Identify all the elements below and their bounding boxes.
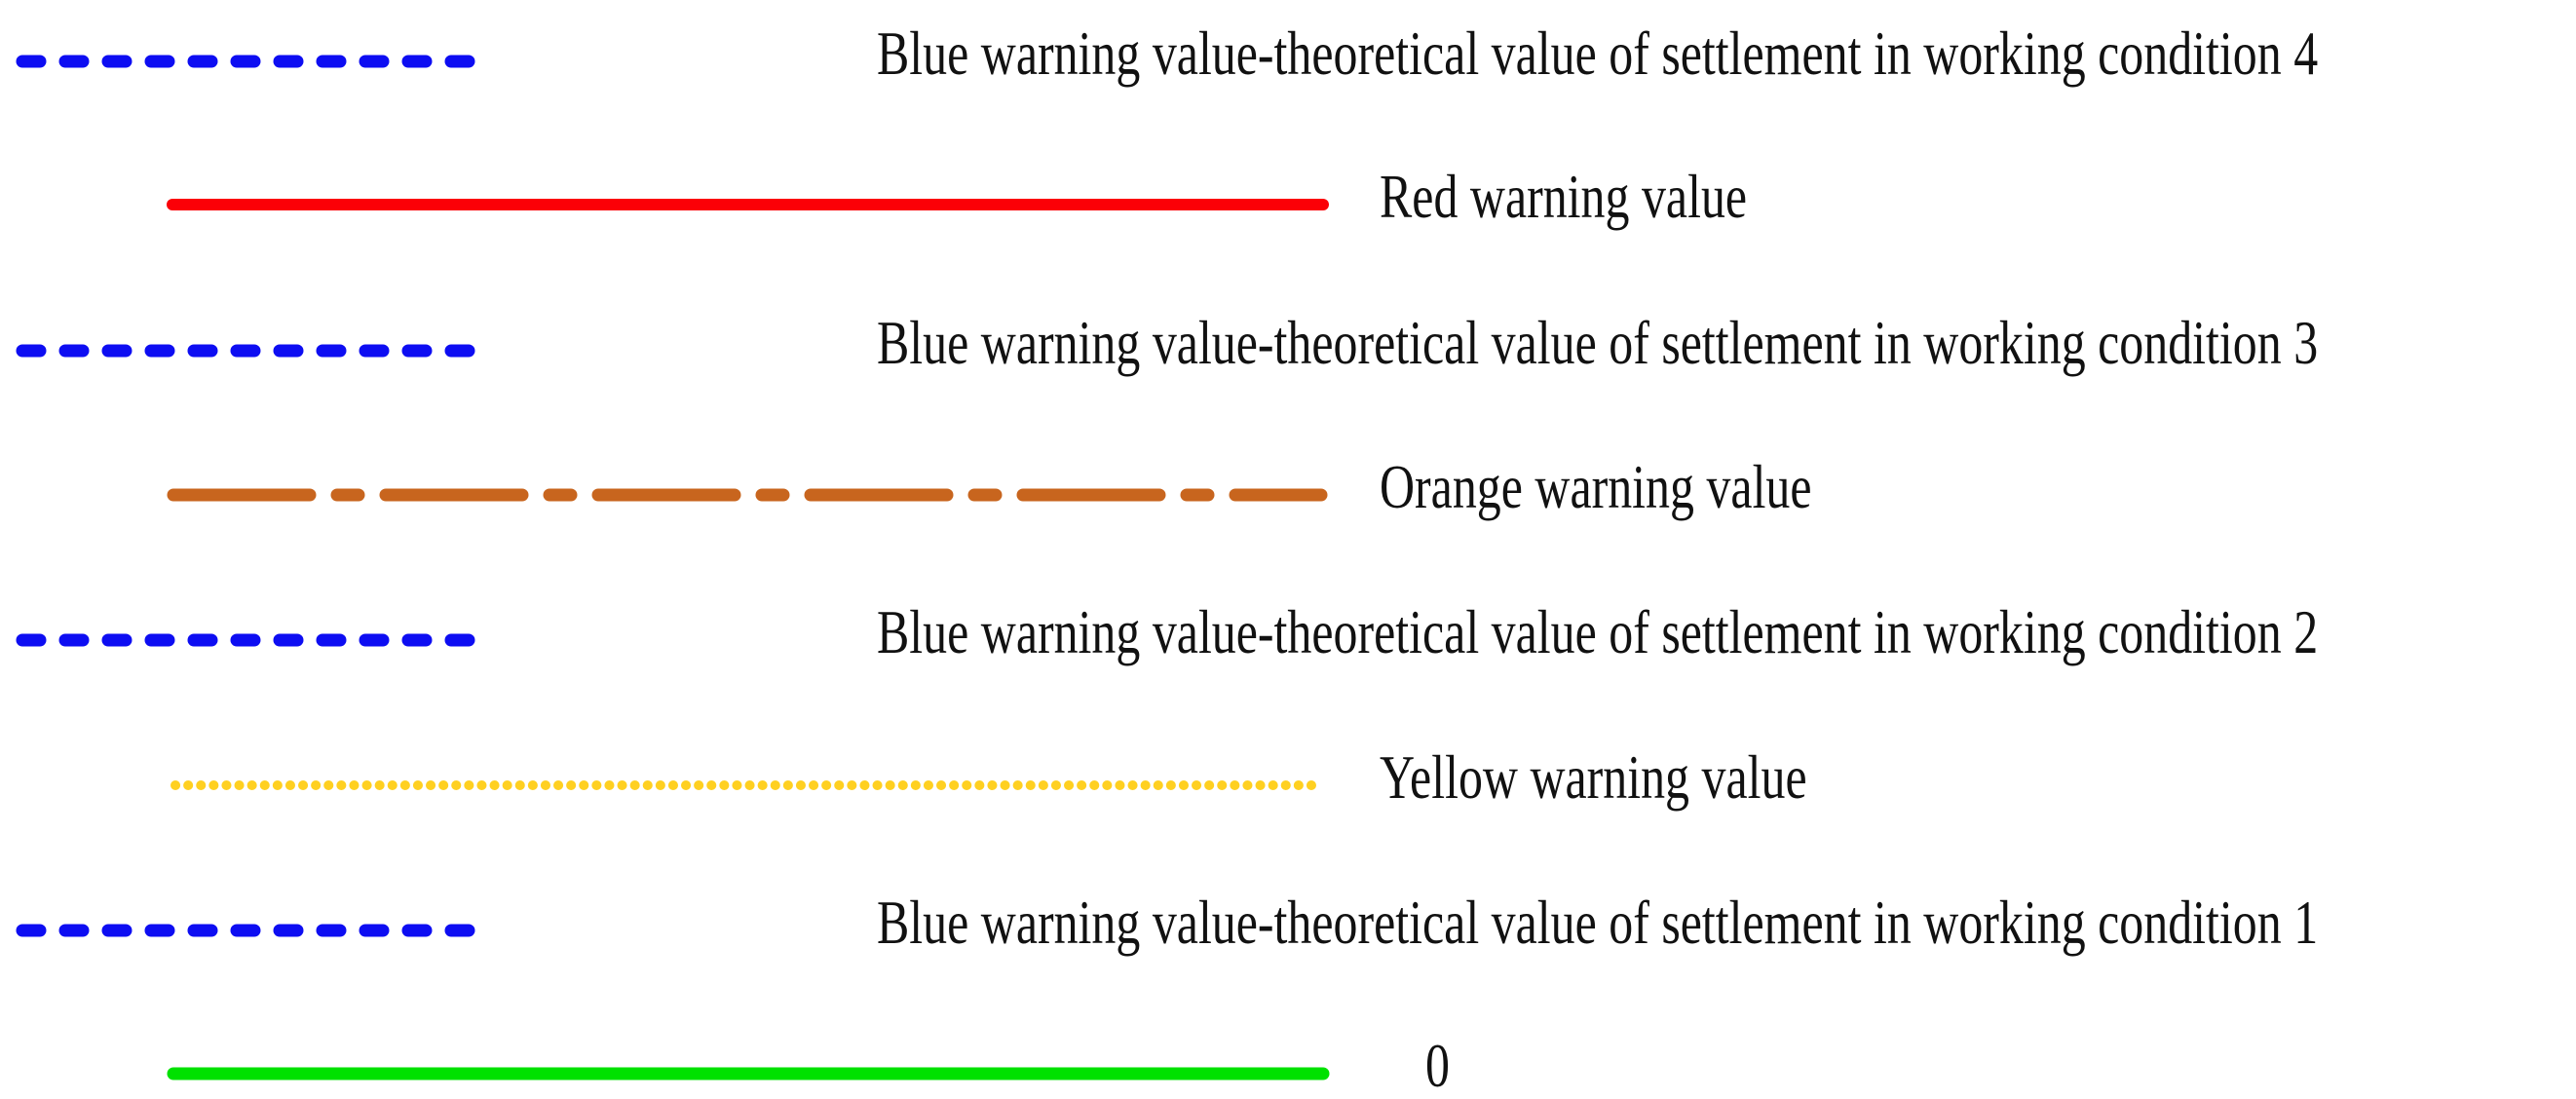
yellow-dotted-line-sample <box>170 780 1326 790</box>
legend-label-red-warning: Red warning value <box>1380 162 1748 231</box>
blue-dashed-line-sample <box>16 924 485 937</box>
legend-label-condition-2: Blue warning value-theoretical value of … <box>877 597 2319 666</box>
legend-label-condition-1: Blue warning value-theoretical value of … <box>877 888 2319 957</box>
orange-dash-dot-line-sample <box>167 488 1328 502</box>
blue-dashed-line-sample <box>16 344 485 358</box>
red-solid-line-sample <box>167 199 1329 210</box>
legend-label-condition-4: Blue warning value-theoretical value of … <box>877 19 2319 88</box>
blue-dashed-line-sample <box>16 633 485 647</box>
green-solid-line-sample <box>167 1067 1330 1080</box>
legend-label-condition-3: Blue warning value-theoretical value of … <box>877 308 2319 377</box>
blue-dashed-line-sample <box>16 55 485 68</box>
legend-label-orange-warning: Orange warning value <box>1380 452 1812 521</box>
legend-label-yellow-warning: Yellow warning value <box>1380 742 1807 812</box>
legend-label-zero: 0 <box>1425 1031 1450 1099</box>
